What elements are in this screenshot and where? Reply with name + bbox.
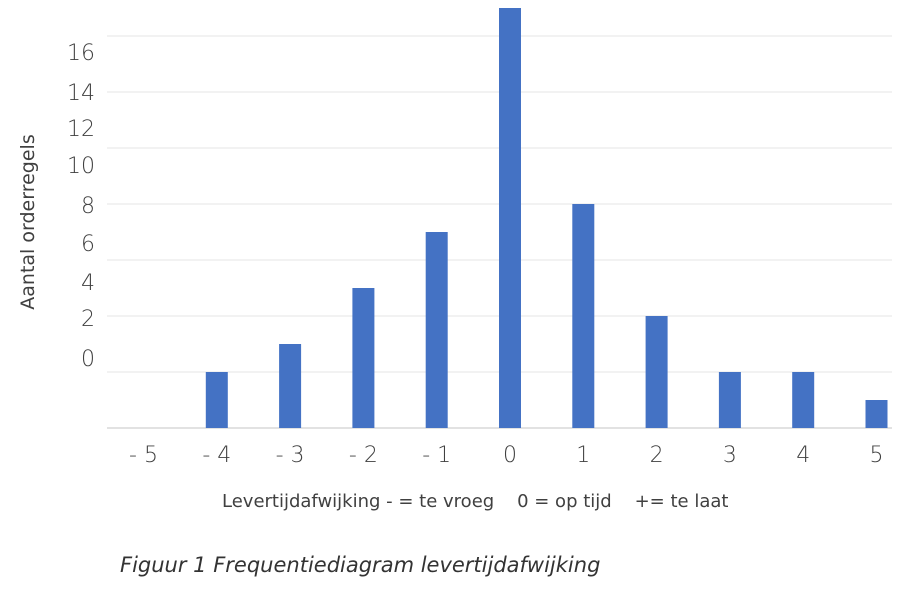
x-tick-label: - 3 <box>276 443 305 468</box>
bar <box>865 400 888 428</box>
bar <box>792 372 815 428</box>
bar <box>645 316 668 428</box>
bar <box>572 204 595 428</box>
y-tick-labels: 0 2 4 6 8 10 12 14 16 <box>67 41 95 372</box>
y-axis-label: Aantal orderregels <box>17 134 39 309</box>
x-tick-label: 1 <box>576 443 590 468</box>
x-tick-label: 2 <box>650 443 664 468</box>
bar <box>718 372 741 428</box>
figure-caption: Figuur 1 Frequentiediagram levertijdafwi… <box>120 553 601 577</box>
y-tick-label: 0 <box>81 347 95 372</box>
x-tick-label: - 4 <box>202 443 231 468</box>
x-tick-label: - 1 <box>422 443 451 468</box>
bar <box>499 8 521 428</box>
bar <box>205 372 228 428</box>
x-axis-label: Levertijdafwijking - = te vroeg 0 = op t… <box>222 491 728 512</box>
x-tick-labels: - 5 - 4 - 3 - 2 - 1 0 1 2 3 4 5 <box>129 443 883 468</box>
x-tick-label: 0 <box>503 443 517 468</box>
y-tick-label: 16 <box>67 41 95 66</box>
y-tick-label: 8 <box>81 194 95 219</box>
bars <box>205 8 888 428</box>
y-tick-label: 14 <box>67 81 95 106</box>
bar <box>279 344 302 428</box>
y-tick-label: 12 <box>67 117 95 142</box>
y-tick-label: 4 <box>81 271 95 296</box>
x-tick-label: 4 <box>796 443 810 468</box>
x-tick-label: 3 <box>723 443 737 468</box>
y-tick-label: 2 <box>81 307 95 332</box>
y-tick-label: 10 <box>67 154 95 179</box>
y-tick-label: 6 <box>81 232 95 257</box>
x-tick-label: - 5 <box>129 443 158 468</box>
bar <box>425 232 448 428</box>
x-tick-label: - 2 <box>349 443 378 468</box>
x-tick-label: 5 <box>870 443 884 468</box>
bar <box>352 288 375 428</box>
